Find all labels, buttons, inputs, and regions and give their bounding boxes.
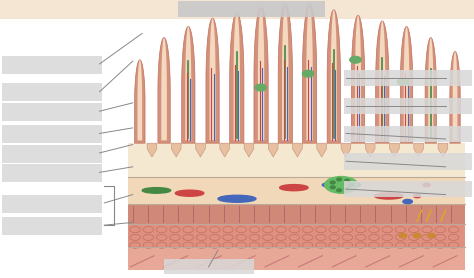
FancyBboxPatch shape [2,103,102,121]
Ellipse shape [413,194,421,198]
Circle shape [330,186,335,189]
FancyBboxPatch shape [2,56,102,74]
Ellipse shape [280,185,308,191]
Ellipse shape [142,188,171,193]
Polygon shape [428,38,433,140]
Polygon shape [282,4,289,140]
Polygon shape [161,38,167,140]
Polygon shape [401,26,413,143]
Circle shape [348,183,353,186]
Circle shape [348,183,353,186]
FancyBboxPatch shape [2,217,102,235]
Polygon shape [425,38,437,143]
Polygon shape [258,7,264,140]
Polygon shape [317,143,327,157]
FancyBboxPatch shape [344,70,472,86]
Polygon shape [450,51,460,143]
Polygon shape [137,60,142,140]
Circle shape [337,189,342,192]
Ellipse shape [322,182,360,188]
FancyBboxPatch shape [2,164,102,182]
FancyBboxPatch shape [2,125,102,143]
Polygon shape [306,4,313,140]
Polygon shape [268,143,278,157]
Polygon shape [355,16,361,140]
Circle shape [345,188,349,191]
Circle shape [255,84,266,91]
Polygon shape [302,4,317,143]
Polygon shape [147,143,157,157]
Polygon shape [327,10,340,143]
FancyBboxPatch shape [2,83,102,101]
Circle shape [337,178,342,181]
Polygon shape [351,15,365,143]
Polygon shape [172,143,181,157]
Polygon shape [438,143,448,157]
Polygon shape [244,143,254,157]
Polygon shape [376,21,389,143]
Ellipse shape [175,190,204,196]
Polygon shape [341,143,351,157]
Polygon shape [158,38,170,143]
Ellipse shape [218,195,256,202]
Polygon shape [206,18,219,143]
Polygon shape [210,18,216,140]
FancyBboxPatch shape [178,1,325,17]
Polygon shape [404,27,410,140]
FancyBboxPatch shape [344,153,472,170]
Polygon shape [185,27,191,140]
Polygon shape [365,143,375,157]
Circle shape [330,181,335,184]
FancyBboxPatch shape [128,177,465,204]
FancyBboxPatch shape [344,181,472,197]
Polygon shape [331,10,337,140]
FancyBboxPatch shape [164,259,254,274]
Polygon shape [196,143,205,157]
FancyBboxPatch shape [344,126,472,142]
Circle shape [413,234,421,238]
FancyBboxPatch shape [344,98,472,114]
Circle shape [397,79,409,85]
Circle shape [350,56,361,63]
Polygon shape [453,52,457,140]
Polygon shape [254,7,268,143]
Ellipse shape [423,183,430,187]
FancyBboxPatch shape [128,143,465,177]
Polygon shape [414,143,424,157]
Ellipse shape [325,177,358,193]
FancyBboxPatch shape [128,204,465,224]
Ellipse shape [374,193,403,199]
Polygon shape [182,26,195,143]
FancyBboxPatch shape [2,145,102,163]
Polygon shape [234,13,240,140]
Polygon shape [230,13,244,143]
FancyBboxPatch shape [0,0,474,19]
Circle shape [399,234,407,238]
Circle shape [428,234,435,238]
Ellipse shape [403,200,412,203]
Circle shape [302,70,314,77]
FancyBboxPatch shape [128,224,465,247]
Polygon shape [220,143,229,157]
Polygon shape [390,143,399,157]
Polygon shape [292,143,302,157]
FancyBboxPatch shape [2,195,102,213]
Polygon shape [379,21,385,140]
Circle shape [345,179,349,182]
FancyBboxPatch shape [128,247,465,270]
Polygon shape [278,4,292,143]
Polygon shape [135,60,145,143]
